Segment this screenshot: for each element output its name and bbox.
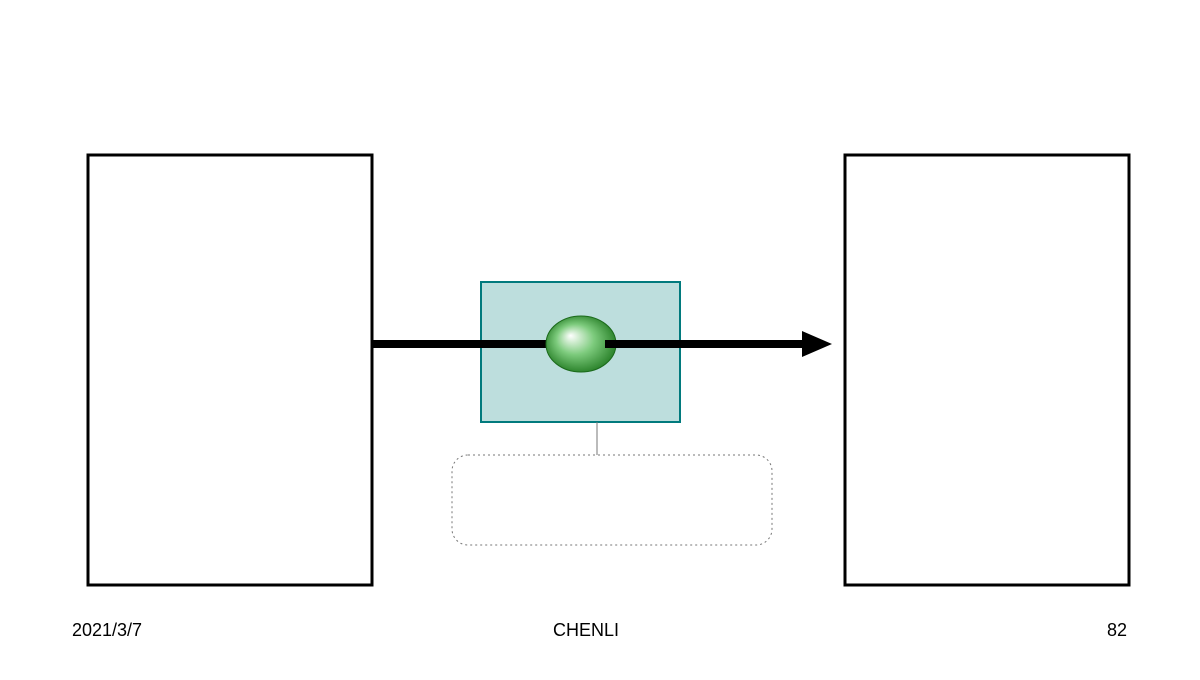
right-block	[845, 155, 1129, 585]
footer-author: CHENLI	[553, 620, 619, 641]
diagram-canvas	[0, 0, 1200, 680]
arrow-head-icon	[802, 331, 832, 357]
footer-date: 2021/3/7	[72, 620, 142, 641]
left-block	[88, 155, 372, 585]
footer-page-number: 82	[1107, 620, 1127, 641]
callout-box	[452, 455, 772, 545]
